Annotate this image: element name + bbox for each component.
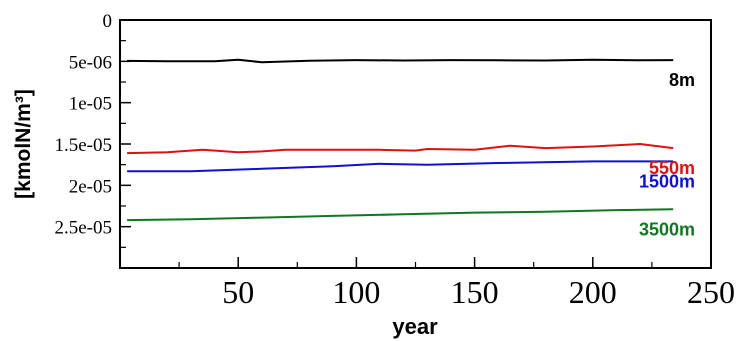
x-tick-label: 200 — [569, 274, 617, 310]
series-label-8m: 8m — [669, 70, 695, 90]
y-tick-label: 2e-05 — [69, 176, 112, 197]
x-tick-label: 150 — [451, 274, 499, 310]
y-tick-label: 1.5e-05 — [54, 135, 112, 156]
x-tick-label: 100 — [332, 274, 380, 310]
y-tick-label: 1e-05 — [69, 94, 112, 115]
x-tick-label: 50 — [222, 274, 254, 310]
series-line-8m — [127, 58, 674, 64]
series-label-550m: 550m — [649, 158, 695, 178]
series-label-3500m: 3500m — [639, 219, 695, 239]
y-axis-title: [kmolN/m³] — [12, 89, 35, 199]
series-label-1500m: 1500m — [639, 171, 695, 191]
y-tick-label: 0 — [103, 11, 113, 32]
series-line-1500m — [127, 160, 674, 173]
series-line-3500m — [127, 208, 674, 222]
series-line-550m — [127, 143, 674, 155]
x-tick-label: 250 — [687, 274, 735, 310]
x-axis-title: year — [392, 314, 438, 339]
y-tick-label: 2.5e-05 — [54, 218, 112, 239]
y-tick-label: 5e-06 — [69, 52, 112, 73]
